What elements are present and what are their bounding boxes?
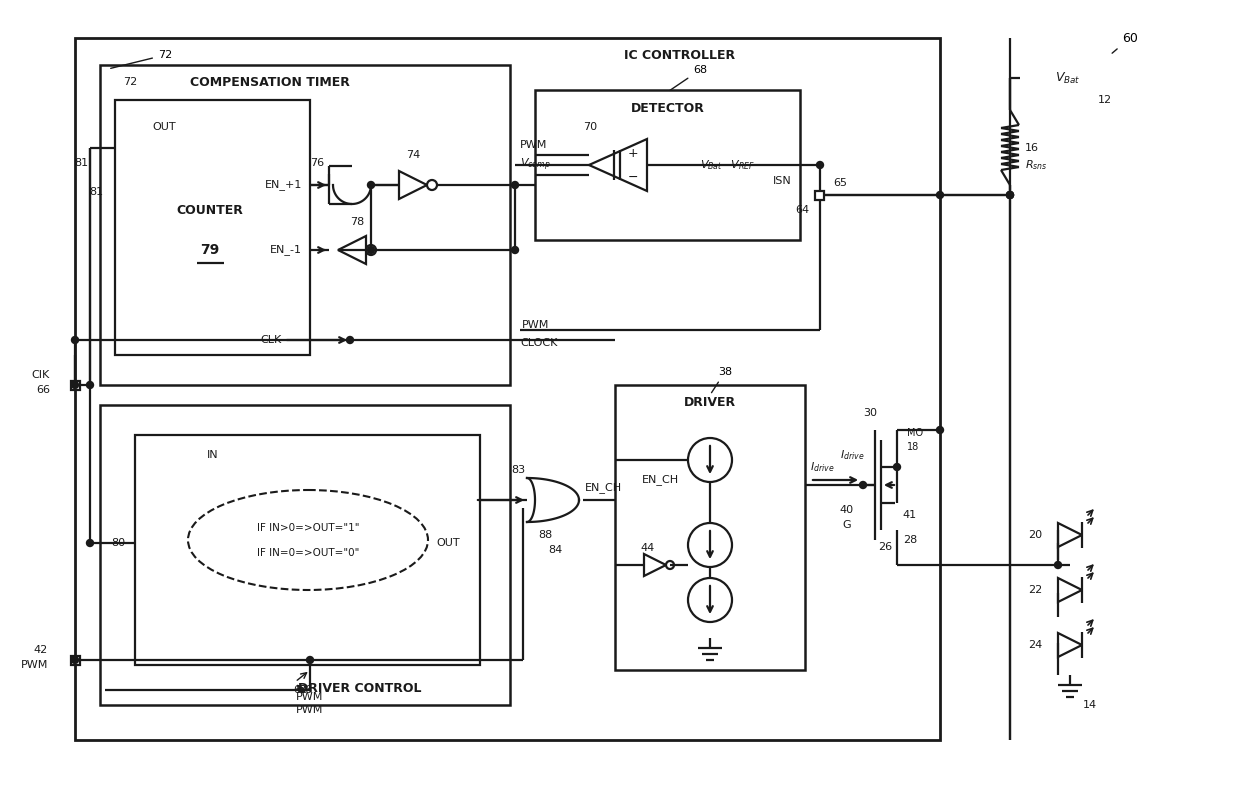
- Text: 62: 62: [293, 685, 308, 695]
- Text: 88: 88: [538, 530, 552, 540]
- Text: EN_-1: EN_-1: [270, 245, 303, 255]
- Bar: [135, 435, 480, 665]
- Text: 18: 18: [906, 442, 919, 452]
- Circle shape: [511, 246, 518, 254]
- Bar: [71, 381, 79, 390]
- Circle shape: [72, 382, 78, 389]
- Text: $R_{sns}$: $R_{sns}$: [1025, 158, 1048, 172]
- Text: COUNTER: COUNTER: [176, 204, 243, 216]
- Circle shape: [367, 181, 374, 188]
- Circle shape: [1007, 192, 1013, 199]
- Text: 64: 64: [795, 205, 808, 215]
- Text: CLK: CLK: [260, 335, 281, 345]
- Text: PWM: PWM: [520, 140, 547, 150]
- Circle shape: [367, 246, 374, 254]
- Text: 60: 60: [1112, 32, 1138, 53]
- Circle shape: [511, 181, 518, 188]
- Text: IN: IN: [207, 450, 218, 460]
- Text: OUT: OUT: [153, 122, 176, 132]
- Circle shape: [87, 540, 93, 546]
- Bar: [100, 405, 510, 705]
- Circle shape: [936, 192, 944, 199]
- Text: EN_+1: EN_+1: [264, 180, 303, 191]
- Text: 42: 42: [33, 645, 48, 655]
- Circle shape: [306, 657, 314, 664]
- Circle shape: [936, 426, 944, 433]
- Text: IC CONTROLLER: IC CONTROLLER: [625, 48, 735, 61]
- Text: $I_{drive}$: $I_{drive}$: [810, 460, 835, 474]
- Circle shape: [346, 336, 353, 343]
- Circle shape: [816, 161, 823, 169]
- Text: OUT: OUT: [436, 538, 460, 548]
- Text: 72: 72: [110, 50, 172, 68]
- Text: $V_{Bat}$$-V_{REF}$: $V_{Bat}$$-V_{REF}$: [701, 158, 755, 172]
- Text: MO: MO: [906, 428, 923, 438]
- Text: CLOCK: CLOCK: [520, 338, 557, 348]
- Text: 22: 22: [1028, 585, 1042, 595]
- Text: DRIVER: DRIVER: [684, 397, 737, 409]
- Text: 78: 78: [350, 217, 365, 227]
- Text: 65: 65: [833, 178, 847, 188]
- Circle shape: [1054, 561, 1061, 568]
- Text: 81: 81: [74, 158, 88, 168]
- Text: 44: 44: [641, 543, 655, 553]
- Text: IF IN=0=>OUT="0": IF IN=0=>OUT="0": [257, 548, 360, 558]
- Bar: [71, 656, 79, 665]
- Text: 28: 28: [903, 535, 918, 545]
- Text: 83: 83: [511, 465, 525, 475]
- Text: 79: 79: [201, 243, 219, 257]
- Text: 12: 12: [1097, 95, 1112, 105]
- Text: DETECTOR: DETECTOR: [631, 102, 704, 114]
- Bar: [74, 38, 940, 740]
- Circle shape: [87, 382, 93, 389]
- Bar: [100, 65, 510, 385]
- Text: PWM: PWM: [21, 660, 48, 670]
- Text: 84: 84: [548, 545, 562, 555]
- Text: 26: 26: [878, 542, 892, 552]
- Text: 41: 41: [903, 510, 918, 520]
- Circle shape: [859, 482, 867, 488]
- Text: DRIVER CONTROL: DRIVER CONTROL: [299, 681, 422, 695]
- Text: 66: 66: [36, 385, 50, 395]
- Text: COMPENSATION TIMER: COMPENSATION TIMER: [190, 76, 350, 88]
- Text: 86: 86: [298, 685, 312, 695]
- Text: −: −: [627, 170, 639, 184]
- Text: 68: 68: [670, 65, 707, 91]
- Text: $I_{drive}$: $I_{drive}$: [839, 448, 864, 462]
- Text: PWM: PWM: [296, 692, 324, 702]
- Text: 16: 16: [1025, 143, 1039, 153]
- Text: 30: 30: [863, 408, 877, 418]
- Text: PWM: PWM: [522, 320, 549, 330]
- Text: 14: 14: [1083, 700, 1097, 710]
- Bar: [816, 191, 825, 200]
- Text: G: G: [843, 520, 852, 530]
- Circle shape: [894, 463, 900, 471]
- Text: IF IN>0=>OUT="1": IF IN>0=>OUT="1": [257, 523, 360, 533]
- Bar: [534, 90, 800, 240]
- Circle shape: [72, 657, 78, 664]
- Bar: [615, 385, 805, 670]
- Text: CIK: CIK: [32, 370, 50, 380]
- Text: +: +: [627, 146, 639, 160]
- Circle shape: [1007, 192, 1013, 199]
- Text: 38: 38: [712, 367, 732, 393]
- Text: 70: 70: [583, 122, 598, 132]
- Text: 80: 80: [110, 538, 125, 548]
- Text: $V_{Bat}$: $V_{Bat}$: [1055, 71, 1080, 86]
- Text: EN_CH: EN_CH: [584, 483, 621, 494]
- Text: 76: 76: [310, 158, 324, 168]
- Text: 24: 24: [1028, 640, 1042, 650]
- Bar: [115, 100, 310, 355]
- Text: 72: 72: [123, 77, 138, 87]
- Text: 81: 81: [89, 187, 103, 197]
- Text: PWM: PWM: [296, 705, 324, 715]
- Circle shape: [72, 336, 78, 343]
- Text: ISN: ISN: [773, 176, 791, 186]
- Text: 20: 20: [1028, 530, 1042, 540]
- Text: $V_{comp}$: $V_{comp}$: [521, 157, 551, 173]
- Text: 74: 74: [405, 150, 420, 160]
- Text: EN_CH: EN_CH: [641, 475, 678, 486]
- Circle shape: [1007, 192, 1013, 199]
- Text: 40: 40: [839, 505, 854, 515]
